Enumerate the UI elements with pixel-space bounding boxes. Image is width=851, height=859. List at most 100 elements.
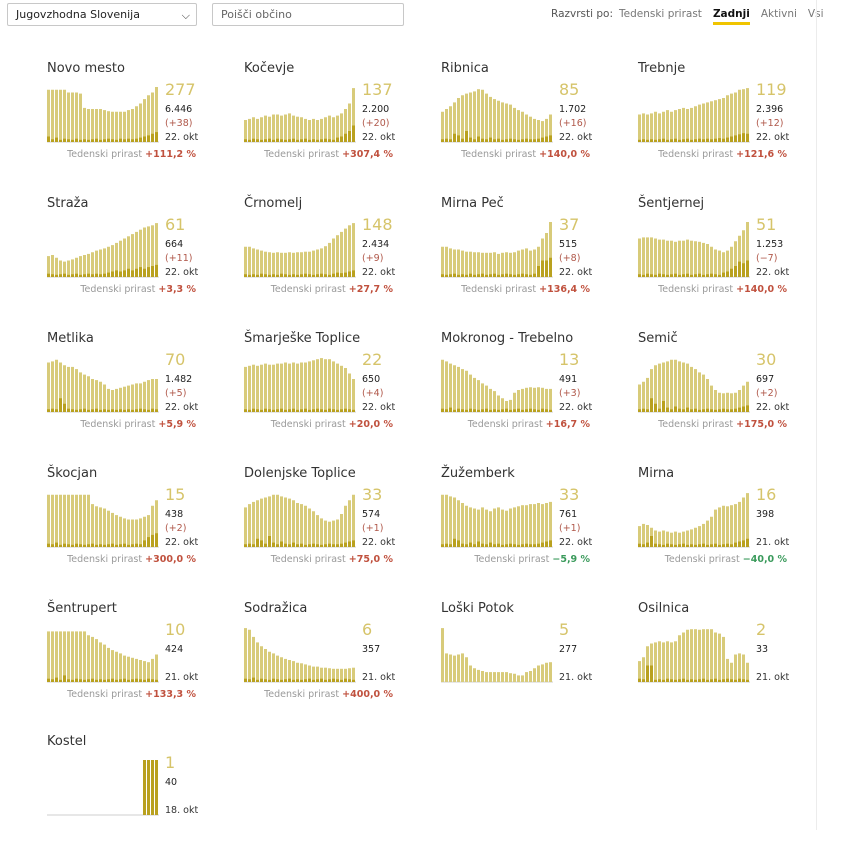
bar-new-cases [248, 679, 251, 682]
municipality-card[interactable]: Kostel 1 40 18. okt [47, 734, 207, 859]
municipality-name: Dolenjske Toplice [244, 466, 356, 481]
bar [111, 650, 114, 682]
sort-option-weekly[interactable]: Tedenski prirast [619, 8, 702, 20]
bar [449, 496, 452, 547]
municipality-name: Škocjan [47, 466, 98, 481]
municipality-card[interactable]: Osilnica 2 33 21. okt [638, 601, 798, 726]
bar-new-cases [521, 409, 524, 412]
bar [481, 507, 484, 547]
chevron-down-icon: ⌵ [181, 9, 190, 22]
municipality-card[interactable]: Mirna Peč 37 515 (+8) 22. okt Tedenski priras… [441, 196, 601, 321]
bar [694, 527, 697, 547]
municipality-card[interactable]: Mirna 16 398 21. okt Tedenski prirast −40,0 … [638, 466, 798, 591]
bar [658, 363, 661, 412]
municipality-card[interactable]: Metlika 70 1.482 (+5) 22. okt Tedenski priras… [47, 331, 207, 456]
bar-new-cases [473, 139, 476, 142]
municipality-card[interactable]: Straža 61 664 (+11) 22. okt Tedenski prirast … [47, 196, 207, 321]
bar-new-cases [718, 544, 721, 547]
bar-new-cases [87, 544, 90, 547]
bar [115, 111, 118, 142]
bar-new-cases [730, 409, 733, 412]
bar [730, 93, 733, 142]
bar-new-cases [497, 543, 500, 547]
bar-new-cases [549, 257, 552, 277]
bar-new-cases [135, 543, 138, 547]
bar [714, 632, 717, 682]
municipality-search-input[interactable] [212, 3, 404, 26]
active-cases: 15 [165, 485, 186, 504]
weekly-growth-value: +307,4 % [342, 149, 393, 160]
weekly-growth-label: Tedenski prirast [67, 689, 143, 700]
municipality-card[interactable]: Sodražica 6 357 21. okt Tedenski prirast +40… [244, 601, 404, 726]
bar [67, 631, 70, 682]
sort-option-active[interactable]: Aktivni [760, 8, 797, 20]
bar-new-cases [730, 268, 733, 277]
bar [742, 89, 745, 142]
bar-new-cases [678, 139, 681, 142]
sort-option-all[interactable]: Vsi [808, 8, 824, 26]
bar-new-cases [288, 544, 291, 547]
bar-new-cases [324, 138, 327, 142]
municipality-card[interactable]: Šentjernej 51 1.253 (−7) 22. okt Tedenski pri… [638, 196, 798, 321]
bar [493, 391, 496, 412]
weekly-growth-value: +175,0 % [736, 419, 787, 430]
bar-new-cases [336, 137, 339, 142]
municipality-card[interactable]: Semič 30 697 (+2) 22. okt Tedenski prirast +1… [638, 331, 798, 456]
municipality-card[interactable]: Trebnje 119 2.396 (+12) 22. okt Tedenski prir… [638, 61, 798, 186]
bar [678, 109, 681, 142]
bar-new-cases [746, 260, 749, 277]
bar [63, 631, 66, 682]
bar-new-cases [674, 406, 677, 412]
bar-new-cases [75, 543, 78, 547]
active-cases: 6 [362, 620, 373, 639]
municipality-card[interactable]: Novo mesto 277 6.446 (+38) 22. okt Tedenski p… [47, 61, 207, 186]
municipality-card[interactable]: Kočevje 137 2.200 (+20) 22. okt Tedenski prir… [244, 61, 404, 186]
municipality-card[interactable]: Ribnica 85 1.702 (+16) 22. okt Tedenski prira… [441, 61, 601, 186]
municipality-card[interactable]: Škocjan 15 438 (+2) 22. okt Tedenski prirast … [47, 466, 207, 591]
bar [501, 509, 504, 547]
bar [642, 657, 645, 682]
bar-new-cases [143, 679, 146, 682]
bar-new-cases [296, 274, 299, 277]
bar [336, 235, 339, 277]
municipality-card[interactable]: Šmarješke Toplice 22 650 (+4) 22. okt Tedensk… [244, 331, 404, 456]
municipality-card[interactable]: Loški Potok 5 277 21. okt [441, 601, 601, 726]
bar [477, 252, 480, 277]
bar-new-cases [457, 408, 460, 412]
bar-new-cases [509, 274, 512, 277]
bar [280, 496, 283, 547]
municipality-card[interactable]: Črnomelj 148 2.434 (+9) 22. okt Tedenski prir… [244, 196, 404, 321]
municipality-card[interactable]: Šentrupert 10 424 21. okt Tedenski prirast +… [47, 601, 207, 726]
bar [51, 361, 54, 412]
sparkline-chart [244, 223, 356, 278]
municipality-card[interactable]: Mokronog - Trebelno 13 491 (+3) 22. okt Teden… [441, 331, 601, 456]
bar [348, 500, 351, 547]
municipality-name: Sodražica [244, 601, 308, 616]
bar-new-cases [252, 408, 255, 412]
bar-new-cases [722, 544, 725, 547]
bar [244, 120, 247, 142]
bar [264, 649, 267, 682]
bar [481, 383, 484, 412]
bar-new-cases [103, 273, 106, 277]
last-date: 22. okt [165, 537, 199, 548]
bar [71, 259, 74, 277]
bar-new-cases [111, 409, 114, 412]
municipality-card[interactable]: Žužemberk 33 761 (+1) 22. okt Tedenski priras… [441, 466, 601, 591]
bar-new-cases [461, 543, 464, 547]
bar-new-cases [445, 543, 448, 547]
sort-option-latest[interactable]: Zadnji [712, 8, 750, 25]
bar-new-cases [686, 544, 689, 547]
active-cases: 37 [559, 215, 580, 234]
region-select[interactable]: Jugovzhodna Slovenija ⌵ [7, 3, 197, 26]
weekly-growth-value: +140,0 % [539, 149, 590, 160]
bar [537, 120, 540, 142]
bar [638, 526, 641, 547]
bar-new-cases [47, 136, 50, 142]
bar-new-cases [517, 544, 520, 547]
municipality-card[interactable]: Dolenjske Toplice 33 574 (+1) 22. okt Tedensk… [244, 466, 404, 591]
bar [79, 93, 82, 142]
bar [340, 365, 343, 412]
bar [537, 665, 540, 682]
bar [670, 359, 673, 412]
